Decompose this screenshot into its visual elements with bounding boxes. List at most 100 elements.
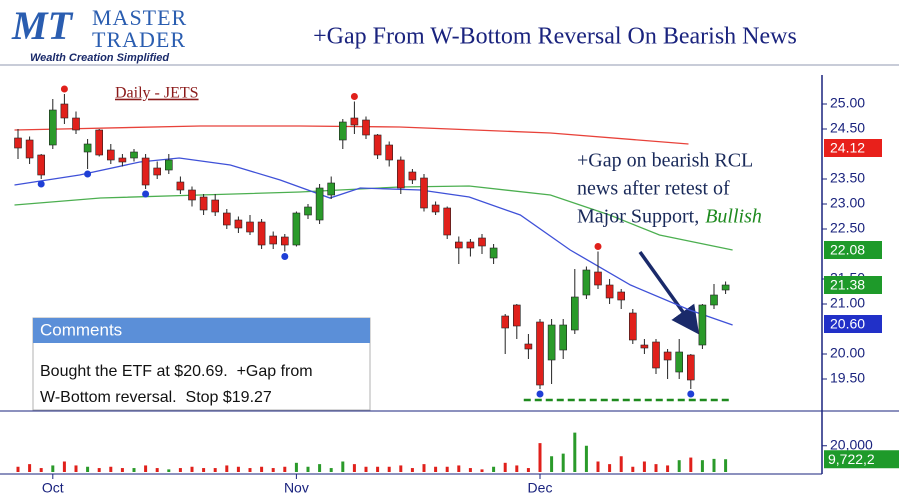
candle-body xyxy=(605,284,614,299)
volume-badge-label: 9,722,2 xyxy=(828,451,875,467)
volume-bar xyxy=(225,465,229,472)
volume-bar xyxy=(271,468,275,472)
candle-body xyxy=(107,149,115,161)
candle-body xyxy=(489,247,498,259)
pivot-low xyxy=(687,390,695,398)
candle-body xyxy=(165,159,173,171)
candle-body xyxy=(454,241,463,249)
volume-bar xyxy=(202,468,206,472)
volume-bar xyxy=(445,466,449,472)
candle-body xyxy=(72,117,80,131)
pivot-low xyxy=(84,170,92,178)
price-badge-label: 24.12 xyxy=(830,140,865,156)
pivot-high xyxy=(350,93,358,100)
volume-bar xyxy=(97,468,101,472)
annotation-emphasis: Bullish xyxy=(705,206,762,228)
candle-body xyxy=(686,354,695,381)
candle-body xyxy=(570,296,579,331)
candle-body xyxy=(304,206,312,216)
volume-bar xyxy=(677,460,681,472)
pivot-low xyxy=(142,190,150,198)
y-tick-label: 25.00 xyxy=(830,95,865,111)
volume-bar xyxy=(260,466,264,472)
candle-body xyxy=(327,182,336,196)
volume-bar xyxy=(642,461,646,472)
volume-bar xyxy=(132,468,136,472)
candle-body xyxy=(396,159,405,189)
candle-body xyxy=(675,351,684,373)
pivot-low xyxy=(37,180,45,188)
volume-bar xyxy=(178,468,182,472)
price-badge-label: 22.08 xyxy=(830,242,865,258)
candle-body xyxy=(153,167,161,176)
candle-body xyxy=(478,237,486,247)
volume-bar xyxy=(724,459,728,472)
price-badge xyxy=(824,241,882,259)
volume-bar xyxy=(410,468,414,472)
comment-line: W-Bottom reversal. Stop $19.27 xyxy=(40,389,272,406)
volume-bar xyxy=(213,468,217,472)
volume-bar xyxy=(689,457,693,472)
candle-body xyxy=(188,189,196,201)
volume-bar xyxy=(352,464,356,472)
volume-bar xyxy=(318,464,322,472)
volume-bar xyxy=(561,453,565,472)
volume-bar xyxy=(109,466,113,472)
candle-body xyxy=(246,221,254,233)
volume-bar xyxy=(306,466,310,472)
volume-bar xyxy=(28,464,32,472)
candle-body xyxy=(536,321,544,386)
candle-body xyxy=(350,117,359,126)
volume-bar xyxy=(248,468,252,472)
x-tick-label: Nov xyxy=(284,480,309,496)
moving-average xyxy=(14,125,689,145)
volume-bar xyxy=(294,462,298,472)
candle-body xyxy=(118,157,127,163)
candle-body xyxy=(559,324,568,351)
comments-title: Comments xyxy=(40,320,122,339)
candle-body xyxy=(280,236,289,246)
volume-bar xyxy=(468,468,472,472)
y-tick-label: 24.50 xyxy=(830,120,865,136)
volume-bar xyxy=(619,456,623,472)
logo-mark: MT xyxy=(11,3,74,48)
candle-body xyxy=(199,196,208,211)
volume-bar xyxy=(190,466,194,472)
volume-bar xyxy=(62,461,66,472)
y-tick-label: 20,000 xyxy=(830,436,873,452)
price-badge-label: 21.38 xyxy=(830,277,865,293)
y-tick-label: 22.50 xyxy=(830,220,865,236)
candle-body xyxy=(628,312,637,341)
logo-line: MASTER xyxy=(92,5,187,30)
candle-body xyxy=(234,219,243,229)
volume-bar xyxy=(434,466,438,472)
candle-body xyxy=(640,344,649,349)
candle-body xyxy=(698,304,707,346)
comments-box: Comments Bought the ETF at $20.69. +Gap … xyxy=(32,317,371,411)
candle-body xyxy=(60,103,69,119)
volume-bar xyxy=(341,461,345,472)
moving-average xyxy=(14,185,733,251)
candle-body xyxy=(594,271,602,286)
volume-bar xyxy=(457,465,461,472)
volume-bar xyxy=(167,469,171,472)
volume-bar xyxy=(515,465,519,472)
volume-bar xyxy=(283,466,287,472)
candle-body xyxy=(257,221,266,246)
annotation-line: Major Support, xyxy=(577,206,699,228)
volume-bar xyxy=(538,443,542,472)
volume-bar xyxy=(631,466,635,472)
candle-body xyxy=(269,235,278,245)
volume-bar xyxy=(712,458,716,472)
volume-bar xyxy=(51,465,55,472)
pivot-low xyxy=(536,390,544,398)
annotation-arrow xyxy=(638,250,700,335)
candle-body xyxy=(466,241,475,249)
candle-body xyxy=(130,151,138,159)
volume-bar xyxy=(654,464,658,472)
chart-subtitle: Daily - JETS xyxy=(115,85,199,102)
candle-body xyxy=(385,144,394,161)
candle-body xyxy=(292,212,301,246)
volume-bar xyxy=(387,466,391,472)
